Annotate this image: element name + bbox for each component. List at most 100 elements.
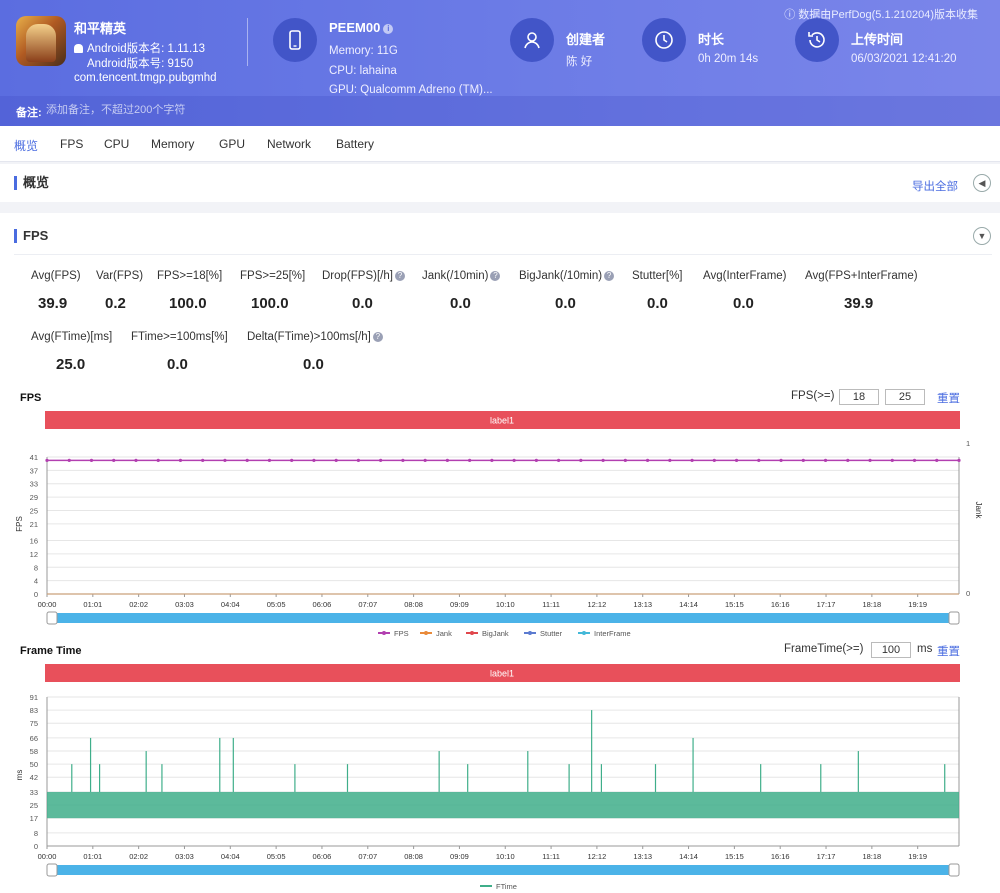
legend-label: Jank	[436, 629, 452, 638]
device-info-icon[interactable]: i	[383, 23, 394, 34]
fps-point	[512, 458, 516, 462]
fps-point	[623, 458, 627, 462]
fps-band-label: label1	[490, 416, 514, 426]
fps-x-ticks: 00:00 01:01 02:02 03:03 04:04 05:05 06:06 07:07…	[38, 600, 927, 609]
y-tick-label: 58	[30, 747, 38, 756]
fps-threshold-1-input[interactable]	[839, 389, 879, 405]
tab-overview[interactable]: 概览	[14, 139, 39, 153]
fps-point	[223, 458, 227, 462]
metric-label: Drop(FPS)[/h]?	[322, 270, 405, 282]
ftime-band	[47, 791, 959, 819]
fps-zoom-slider[interactable]	[47, 613, 959, 623]
tab-fps[interactable]: FPS	[60, 137, 84, 151]
collapse-left-icon[interactable]: ◀	[973, 174, 991, 192]
fps-point	[490, 458, 494, 462]
x-tick-label: 01:01	[83, 600, 102, 609]
ftime-x-ticks: 00:00 01:01 02:02 03:03 04:04 05:05 06:06 07:07…	[38, 852, 927, 861]
ftime-threshold-input[interactable]	[871, 642, 911, 658]
x-tick-label: 03:03	[175, 852, 194, 861]
y-tick-label: 12	[30, 550, 38, 559]
metric-value: 0.0	[647, 295, 668, 312]
tab-gpu[interactable]: GPU	[219, 137, 246, 151]
metric-label: BigJank(/10min)?	[519, 270, 615, 282]
app-version-code: Android版本号: 9150	[87, 58, 194, 70]
x-tick-label: 10:10	[496, 600, 515, 609]
source-note: ⓘ 数据由PerfDog(5.1.210204)版本收集	[784, 9, 978, 21]
tab-memory[interactable]: Memory	[151, 137, 195, 151]
x-tick-label: 19:19	[908, 852, 927, 861]
x-tick-label: 12:12	[588, 600, 607, 609]
help-icon[interactable]: ?	[394, 270, 405, 281]
history-icon	[795, 18, 839, 62]
y-tick-label: 25	[30, 506, 38, 515]
tab-network[interactable]: Network	[267, 137, 312, 151]
x-tick-label: 11:11	[542, 852, 560, 861]
fps-section	[0, 213, 1000, 893]
help-icon[interactable]: ?	[372, 331, 383, 342]
tab-cpu[interactable]: CPU	[104, 137, 130, 151]
y2-tick-label: 0	[966, 589, 970, 598]
fps-point	[690, 458, 694, 462]
ftime-zoom-slider[interactable]	[47, 865, 959, 875]
x-tick-label: 10:10	[496, 852, 515, 861]
y-tick-label: 83	[30, 706, 38, 715]
fps-point	[734, 458, 739, 462]
fps-threshold-2-input[interactable]	[885, 389, 925, 405]
x-tick-label: 00:00	[38, 600, 57, 609]
x-tick-label: 03:03	[175, 600, 194, 609]
x-tick-label: 09:09	[450, 600, 469, 609]
x-tick-label: 14:14	[679, 600, 698, 609]
help-icon[interactable]: ?	[604, 270, 615, 281]
y-tick-label: 42	[30, 773, 38, 782]
overview-section: 概览	[0, 164, 1000, 202]
device-memory: Memory: 11G	[329, 45, 398, 57]
y-tick-label: 33	[30, 480, 38, 489]
creator-value: 陈 好	[566, 56, 593, 68]
tab-battery[interactable]: Battery	[336, 137, 375, 151]
fps-reset-button[interactable]: 重置	[937, 393, 960, 405]
note-bar: 备注:	[0, 96, 1000, 126]
legend-marker	[528, 631, 532, 635]
fps-point	[445, 458, 449, 462]
x-tick-label: 09:09	[450, 852, 469, 861]
y-tick-label: 0	[34, 590, 38, 599]
x-tick-label: 13:13	[633, 852, 652, 861]
fps-point	[579, 458, 583, 462]
y-tick-label: 4	[34, 577, 38, 586]
metric-label: Avg(FTime)[ms]	[31, 331, 113, 343]
fps-point	[712, 458, 716, 462]
fps-point	[890, 458, 894, 462]
device-cpu: CPU: lahaina	[329, 65, 397, 77]
y2-tick-label: 1	[966, 439, 970, 448]
fps-zoom-handle-left[interactable]	[46, 611, 58, 625]
x-tick-label: 02:02	[129, 600, 148, 609]
clock-icon	[642, 18, 686, 62]
note-input[interactable]	[46, 100, 346, 120]
fps-point	[401, 458, 405, 462]
fps-series	[45, 458, 961, 595]
fps-point	[801, 458, 805, 462]
fps-chart-title: FPS	[20, 392, 42, 404]
ftime-zoom-handle-left[interactable]	[46, 863, 58, 877]
section-divider	[14, 254, 992, 255]
help-icon[interactable]: ?	[490, 270, 501, 281]
x-tick-label: 06:06	[313, 852, 332, 861]
app-version-name: Android版本名: 1.11.13	[74, 40, 205, 56]
y-tick-label: 75	[30, 719, 38, 728]
fps-zoom-handle-right[interactable]	[948, 611, 960, 625]
ftime-reset-button[interactable]: 重置	[937, 646, 960, 658]
metric-label: FPS>=18[%]	[157, 270, 223, 282]
x-tick-label: 14:14	[679, 852, 698, 861]
collapse-down-icon[interactable]: ▼	[973, 227, 991, 245]
x-tick-label: 04:04	[221, 600, 240, 609]
x-tick-label: 16:16	[771, 852, 790, 861]
metric-label: Avg(FPS+InterFrame)	[805, 270, 918, 282]
ftime-zoom-handle-right[interactable]	[948, 863, 960, 877]
ftime-y-ticks: 0 8 17 25 33 42 50 58 66 75 83 91	[30, 693, 38, 851]
overview-title: 概览	[14, 176, 49, 190]
export-all-link[interactable]: 导出全部	[912, 181, 958, 193]
x-tick-label: 01:01	[83, 852, 102, 861]
y-tick-label: 8	[34, 829, 38, 838]
fps-label-band	[45, 411, 960, 429]
metric-value: 0.0	[167, 356, 188, 373]
